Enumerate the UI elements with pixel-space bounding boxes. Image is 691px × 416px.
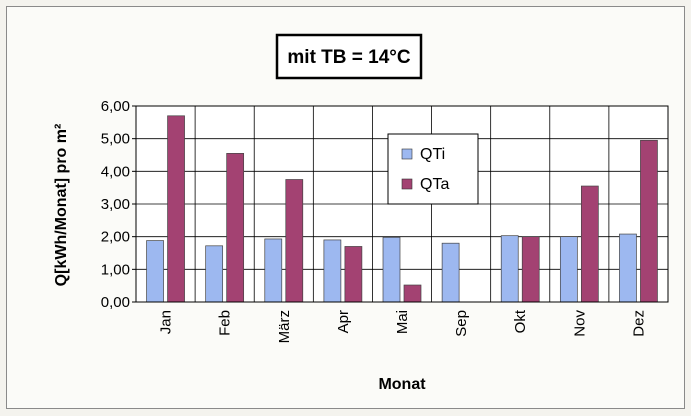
bar-qti-jan — [146, 240, 164, 303]
bar-qti-sep — [441, 242, 460, 303]
x-axis-label: Monat — [378, 376, 426, 393]
y-tick-label: 3,00 — [101, 196, 130, 213]
bar-qti-dez — [619, 233, 637, 303]
x-tick-label: Nov — [571, 310, 588, 337]
legend-label-qta: QTa — [420, 176, 449, 193]
x-tick-label: Okt — [512, 309, 529, 333]
x-tick-labels: Jan Feb März Apr Mai Sep Okt Nov Dez — [158, 309, 648, 343]
x-tick-label: Feb — [217, 310, 234, 336]
y-tick-label: 4,00 — [101, 163, 130, 180]
y-tick-labels: 0,00 1,00 2,00 3,00 4,00 5,00 6,00 — [101, 98, 136, 311]
bar-qta-dez — [640, 139, 658, 303]
y-tick-label: 0,00 — [101, 294, 130, 311]
y-tick-label: 5,00 — [101, 131, 130, 148]
bar-qta-nov — [580, 185, 599, 303]
bar-qti-okt — [500, 235, 519, 303]
legend-swatch-qti — [401, 148, 413, 160]
bar-qta-feb — [226, 153, 245, 303]
bar-qti-märz — [264, 238, 283, 303]
x-tick-label: Sep — [453, 310, 470, 337]
legend-swatch-qta — [401, 178, 413, 190]
bar-qti-mai — [382, 236, 401, 303]
x-tick-label: Mai — [394, 310, 411, 334]
bars — [146, 115, 658, 303]
bar-qti-apr — [323, 239, 342, 303]
x-tick-label: Jan — [158, 310, 175, 334]
x-tick-label: März — [276, 310, 293, 343]
bar-qti-feb — [205, 245, 224, 303]
title-box — [275, 33, 423, 80]
bar-qta-jan — [167, 115, 185, 303]
legend-label-qti: QTi — [420, 146, 445, 163]
chart-title: mit TB = 14°C — [287, 47, 410, 68]
y-tick-label: 2,00 — [101, 229, 130, 246]
y-tick-label: 6,00 — [101, 98, 130, 115]
y-axis-label: Q[kWh/Monat] pro m² — [53, 124, 70, 287]
bar-qta-apr — [344, 246, 363, 303]
x-tick-label: Dez — [630, 310, 647, 337]
bar-qta-märz — [285, 179, 304, 303]
legend: QTi QTa — [387, 133, 479, 205]
y-tick-label: 1,00 — [101, 261, 130, 278]
legend-box — [387, 133, 479, 205]
x-tick-label: Apr — [335, 310, 352, 333]
bar-qti-nov — [559, 236, 578, 303]
bar-qta-okt — [521, 236, 540, 303]
bar-qta-mai — [403, 284, 422, 303]
